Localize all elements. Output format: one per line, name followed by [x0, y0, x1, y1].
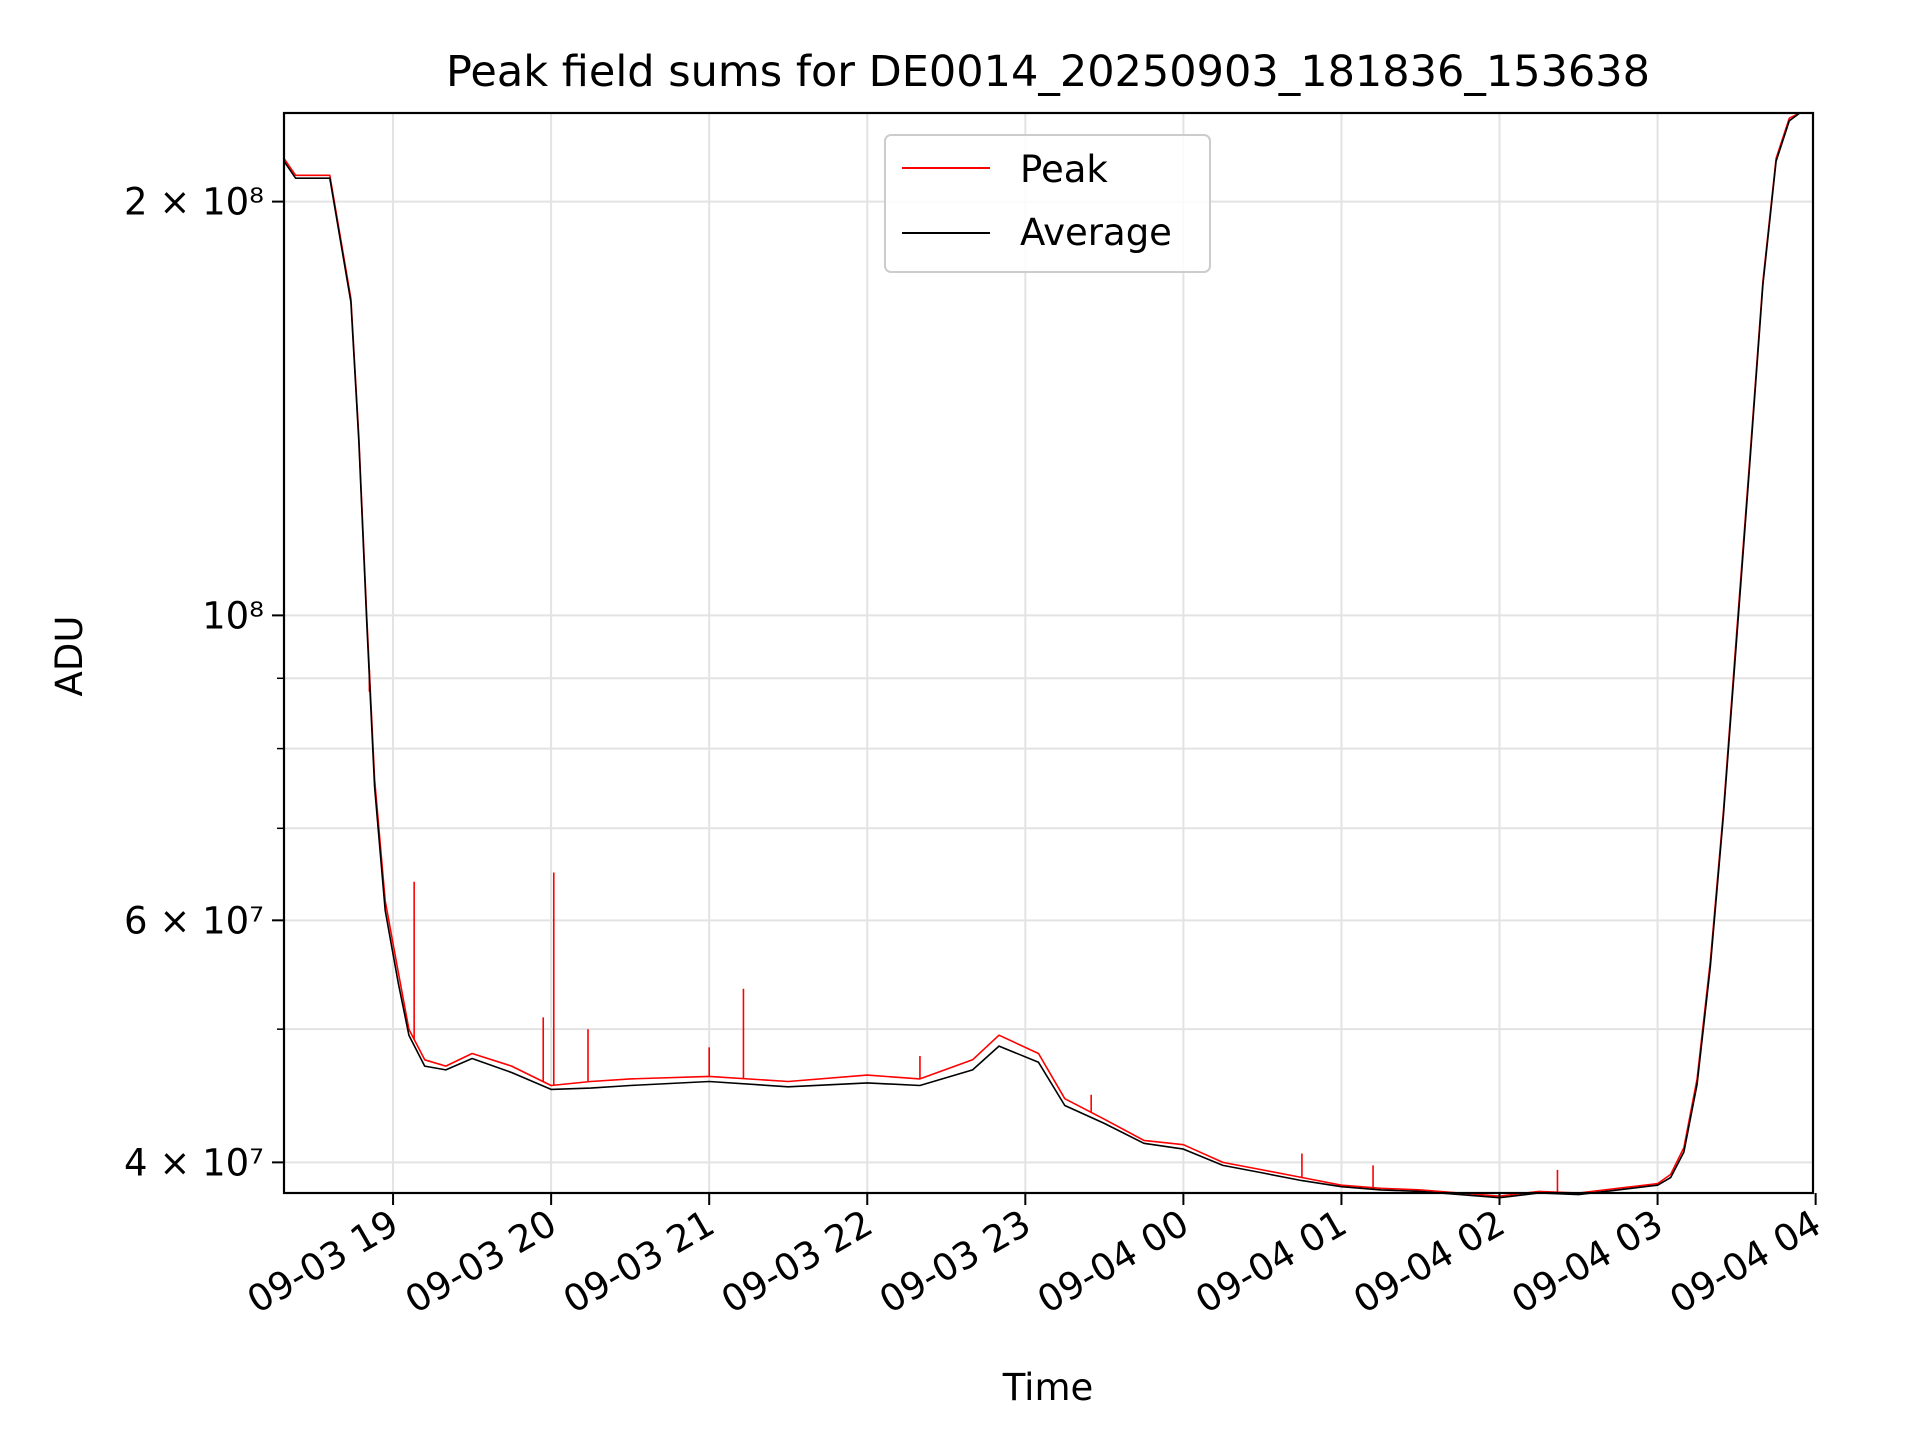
y-tick-label: 6 × 10⁷ [124, 899, 264, 942]
legend-label-peak: Peak [1020, 148, 1108, 191]
legend-label-average: Average [1020, 211, 1172, 254]
chart-title: Peak field sums for DE0014_20250903_1818… [446, 47, 1650, 97]
legend: Peak Average [884, 134, 1211, 273]
series-lines [283, 112, 1801, 1199]
y-tick-label: 10⁸ [202, 594, 264, 637]
x-axis-label: Time [1002, 1366, 1094, 1409]
y-tick-label: 2 × 10⁸ [124, 181, 264, 224]
legend-box [884, 134, 1211, 273]
series-line-average [283, 112, 1801, 1199]
y-axis-label: ADU [48, 616, 91, 697]
y-tick-label: 4 × 10⁷ [124, 1141, 264, 1184]
series-line-peak [283, 112, 1801, 1197]
plot-frame [282, 111, 1815, 1195]
